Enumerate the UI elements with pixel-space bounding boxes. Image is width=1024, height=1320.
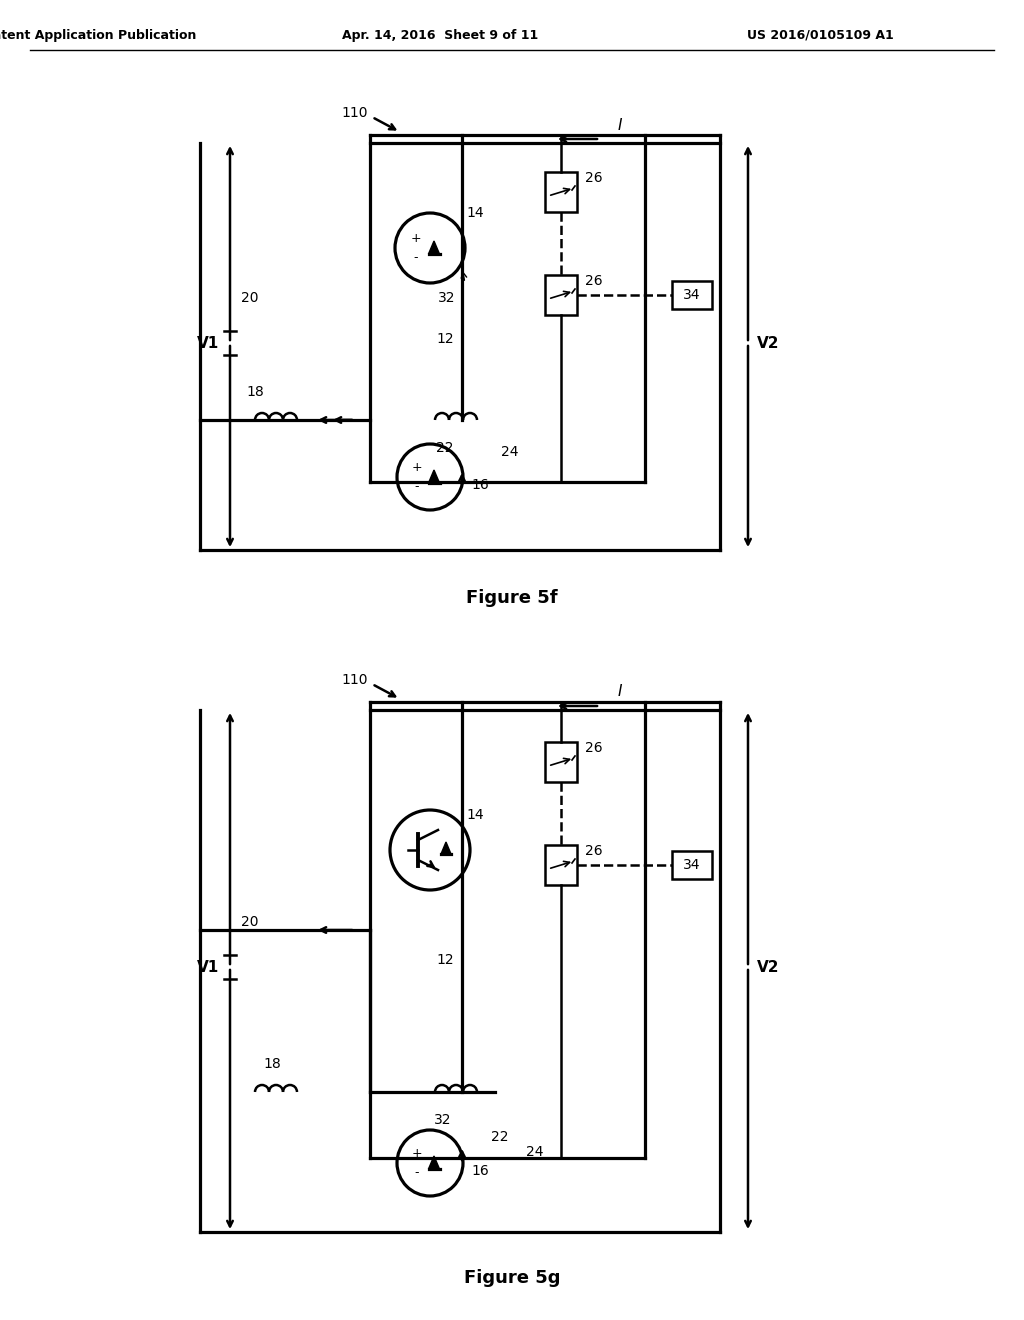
Text: 34: 34 xyxy=(683,288,700,302)
Text: 32: 32 xyxy=(434,1113,452,1127)
Text: -: - xyxy=(415,1166,419,1179)
Text: Apr. 14, 2016  Sheet 9 of 11: Apr. 14, 2016 Sheet 9 of 11 xyxy=(342,29,539,41)
Bar xyxy=(545,742,577,781)
Polygon shape xyxy=(428,242,439,253)
Text: 22: 22 xyxy=(436,441,454,455)
Bar xyxy=(672,851,712,879)
Text: 20: 20 xyxy=(242,915,259,929)
Text: 20: 20 xyxy=(242,290,259,305)
Bar xyxy=(672,281,712,309)
Text: 26: 26 xyxy=(585,741,603,755)
Text: Figure 5f: Figure 5f xyxy=(466,589,558,607)
Bar xyxy=(545,172,577,213)
Text: V2: V2 xyxy=(757,335,779,351)
Bar xyxy=(545,845,577,884)
Text: 110: 110 xyxy=(342,673,369,686)
Text: 32: 32 xyxy=(437,290,455,305)
Text: -: - xyxy=(415,479,419,492)
Text: 26: 26 xyxy=(585,843,603,858)
Text: +: + xyxy=(412,1147,422,1160)
Text: 24: 24 xyxy=(502,445,519,459)
Text: +: + xyxy=(412,461,422,474)
Text: +: + xyxy=(411,232,421,244)
Text: V2: V2 xyxy=(757,960,779,974)
Bar xyxy=(545,275,577,315)
Text: 16: 16 xyxy=(471,478,488,492)
Text: -: - xyxy=(414,251,418,264)
Text: 18: 18 xyxy=(263,1057,281,1071)
Text: V1: V1 xyxy=(197,335,219,351)
Text: Figure 5g: Figure 5g xyxy=(464,1269,560,1287)
Text: 24: 24 xyxy=(526,1144,544,1159)
Text: Patent Application Publication: Patent Application Publication xyxy=(0,29,197,41)
Text: I: I xyxy=(617,117,623,132)
Text: 26: 26 xyxy=(585,275,603,288)
Text: US 2016/0105109 A1: US 2016/0105109 A1 xyxy=(746,29,893,41)
Text: 14: 14 xyxy=(466,206,483,220)
Text: V1: V1 xyxy=(197,960,219,974)
Text: 110: 110 xyxy=(342,106,369,120)
Polygon shape xyxy=(441,842,451,854)
Polygon shape xyxy=(428,1156,439,1170)
Text: 26: 26 xyxy=(585,172,603,185)
Text: 18: 18 xyxy=(246,385,264,399)
Polygon shape xyxy=(428,470,439,483)
Text: 16: 16 xyxy=(471,1164,488,1177)
Text: 12: 12 xyxy=(436,333,454,346)
Text: 12: 12 xyxy=(436,953,454,968)
Text: 14: 14 xyxy=(466,808,483,822)
Text: 34: 34 xyxy=(683,858,700,873)
Text: 22: 22 xyxy=(492,1130,509,1144)
Text: I: I xyxy=(617,685,623,700)
